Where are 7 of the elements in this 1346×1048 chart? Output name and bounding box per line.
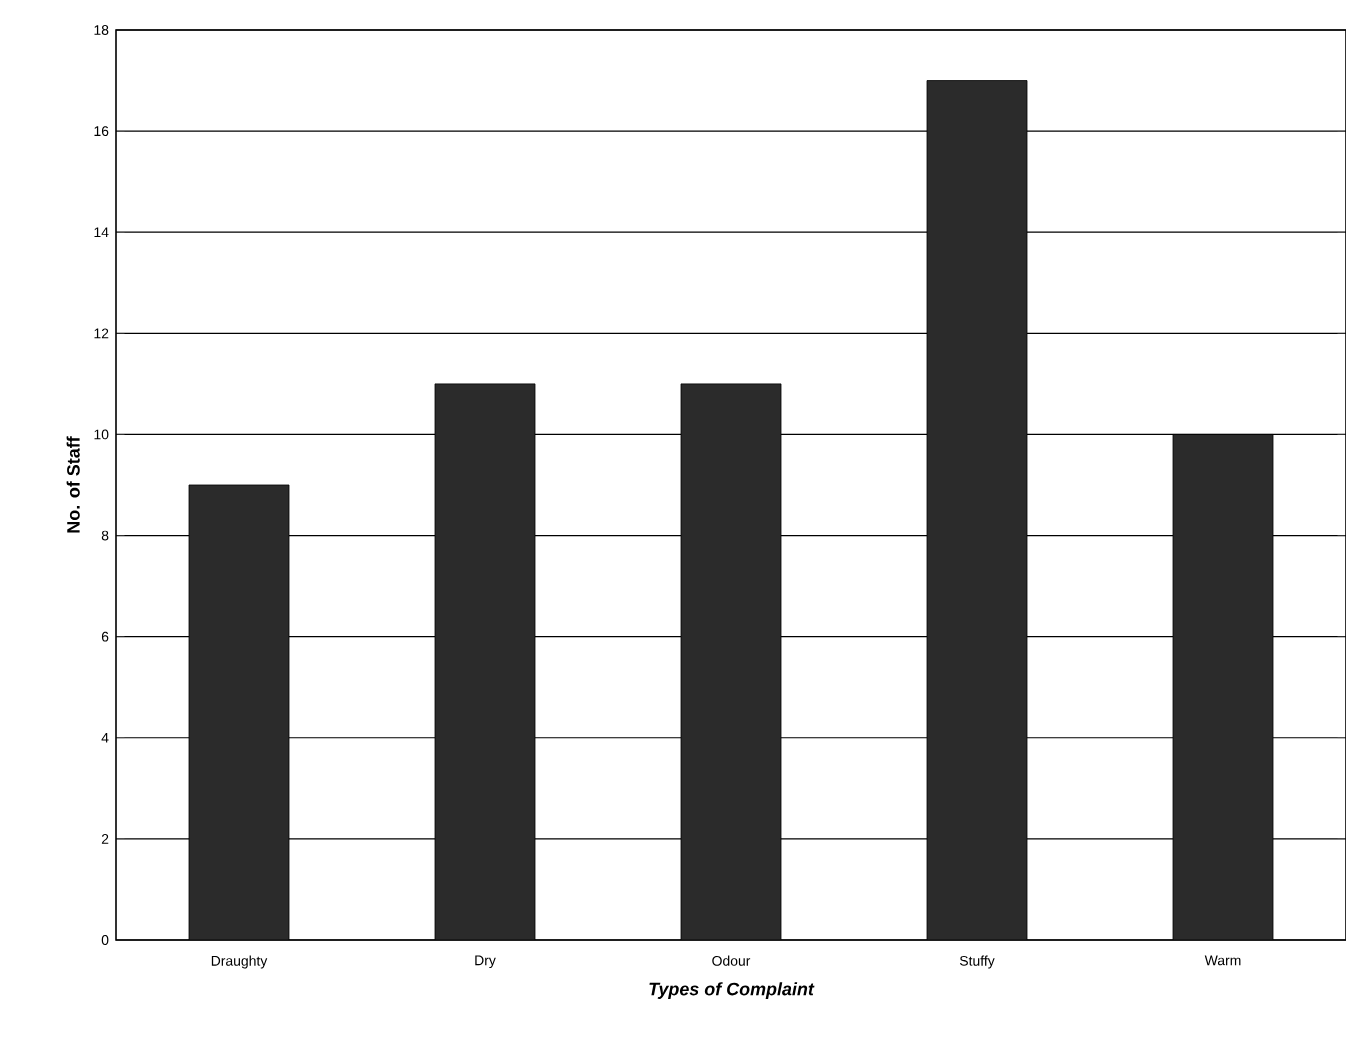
bar [188, 484, 290, 940]
y-axis-title: No. of Staff [66, 436, 80, 533]
bar [926, 80, 1028, 940]
x-axis-title: Types of Complaint [649, 982, 815, 999]
bar [434, 383, 536, 940]
bar [1172, 434, 1274, 940]
bar [680, 383, 782, 940]
